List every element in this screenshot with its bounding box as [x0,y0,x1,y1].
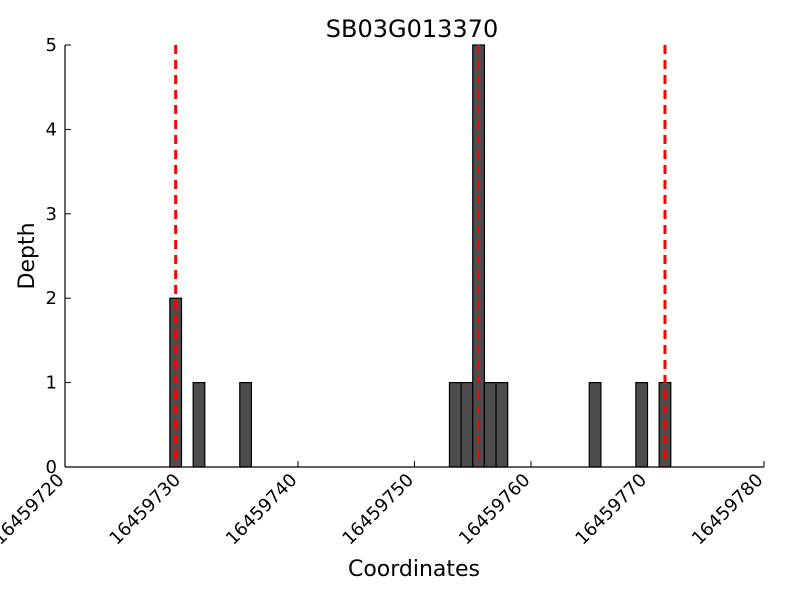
bar-3 [448,382,462,468]
x-tick-label-0: 16459720 [0,470,69,550]
y-tick-label-2: 2 [46,288,57,309]
bar-2 [239,382,252,468]
x-tick-label-1: 16459730 [105,470,185,550]
y-axis-ticks: 0 1 2 3 4 5 [46,35,71,478]
bar-series [169,44,672,468]
y-tick-label-4: 4 [46,119,57,140]
bar-7 [495,382,509,468]
x-tick-label-4: 16459760 [455,470,535,550]
reference-lines [174,45,667,467]
x-tick-label-3: 16459750 [338,470,418,550]
y-tick-label-0: 0 [46,457,57,478]
y-tick-label-5: 5 [46,35,57,56]
x-tick-label-2: 16459740 [222,470,302,550]
bar-1 [192,382,206,468]
bar-4 [460,382,474,468]
y-tick-label-3: 3 [46,204,57,225]
y-axis-label: Depth [15,222,40,289]
chart-title: SB03G013370 [326,15,498,43]
bar-8 [588,382,602,468]
x-tick-label-5: 16459770 [571,470,651,550]
y-tick-label-1: 1 [46,373,57,394]
bar-6 [483,382,497,468]
x-axis-ticks: 16459720 16459730 16459740 16459750 16459760… [0,461,768,549]
x-axis-label: Coordinates [348,557,480,582]
bar-9 [635,382,649,468]
x-tick-label-6: 16459780 [688,470,768,550]
